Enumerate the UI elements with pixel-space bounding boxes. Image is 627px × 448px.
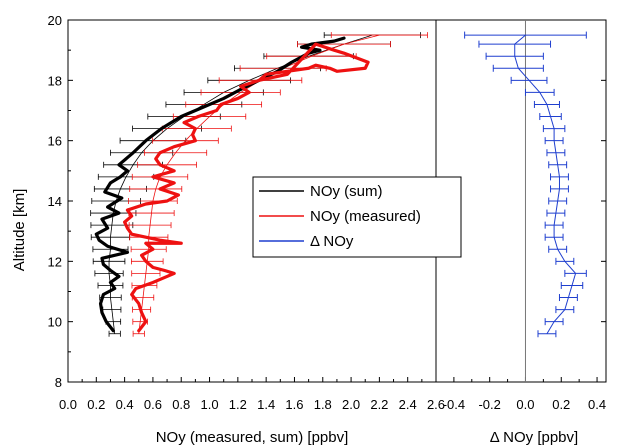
x-tick-label: 0.4	[116, 397, 134, 412]
x-tick-label: 1.8	[314, 397, 332, 412]
y-tick-label: 8	[55, 375, 62, 390]
x-tick-label: 2.4	[399, 397, 417, 412]
x-tick-label: -0.2	[478, 397, 500, 412]
legend: NOy (sum) NOy (measured) Δ NOy	[252, 176, 462, 258]
right-x-axis-label: Δ NOy [ppbv]	[490, 429, 578, 446]
legend-label-sum: NOy (sum)	[310, 183, 383, 200]
legend-label-delta: Δ NOy	[310, 233, 354, 250]
x-tick-label: 0.4	[588, 397, 606, 412]
x-tick-label: -0.4	[443, 397, 465, 412]
y-tick-label: 20	[48, 13, 62, 28]
left-x-axis-label: NOy (measured, sum) [ppbv]	[156, 429, 349, 446]
x-tick-label: 2.6	[427, 397, 445, 412]
series-trace	[94, 36, 346, 333]
x-tick-label: 1.4	[257, 397, 275, 412]
y-tick-label: 14	[48, 194, 62, 209]
series-trace	[123, 42, 370, 333]
x-tick-label: 0.0	[516, 397, 534, 412]
right-panel: -0.4 -0.2 0.0 0.2 0.4	[435, 19, 607, 412]
x-tick-label: 0.0	[59, 397, 77, 412]
y-axis-label: Altitude [km]	[11, 189, 28, 272]
y-tick-label: 18	[48, 73, 62, 88]
x-tick-label: 1.6	[285, 397, 303, 412]
x-tick-label: 0.8	[172, 397, 190, 412]
x-tick-label: 0.2	[87, 397, 105, 412]
delta-line	[514, 34, 577, 334]
x-tick-label: 0.2	[552, 397, 570, 412]
x-tick-label: 1.0	[200, 397, 218, 412]
y-tick-label: 12	[48, 254, 62, 269]
y-tick-label: 10	[48, 315, 62, 330]
x-tick-label: 1.2	[229, 397, 247, 412]
x-tick-label: 2.0	[342, 397, 360, 412]
x-tick-label: 0.6	[144, 397, 162, 412]
x-tick-label: 2.2	[370, 397, 388, 412]
legend-label-measured: NOy (measured)	[310, 208, 421, 225]
left-panel: 8 10 12 14 16 18 20 0.0 0.2 0.4 0.6 0.8 1.0 1.2 1.4 1.6…	[48, 13, 446, 412]
y-tick-label: 16	[48, 134, 62, 149]
